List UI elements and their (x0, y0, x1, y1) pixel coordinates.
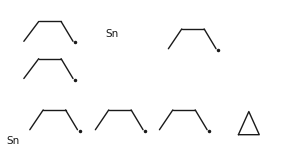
Text: Sn: Sn (6, 136, 19, 146)
Text: Sn: Sn (105, 29, 118, 39)
